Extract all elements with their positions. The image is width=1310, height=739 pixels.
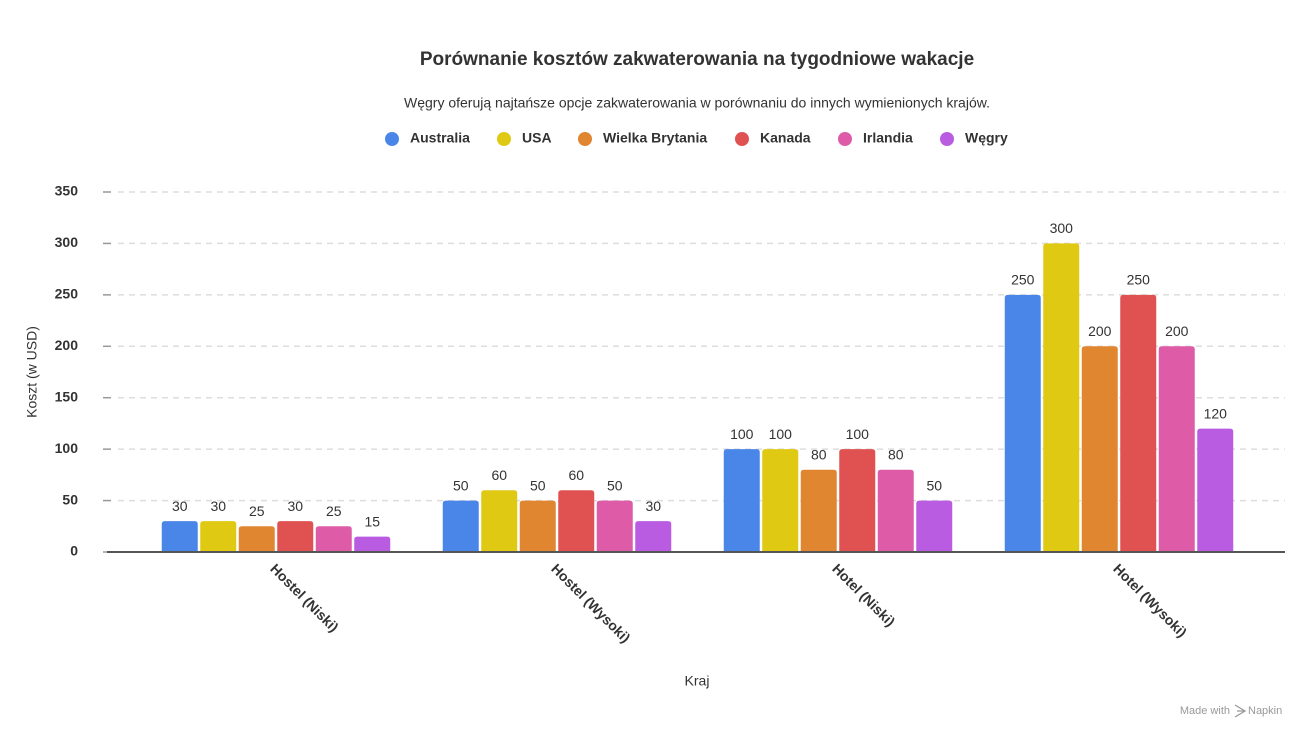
value-label: 30 [172, 498, 188, 514]
bar [238, 526, 275, 552]
value-label: 15 [364, 513, 380, 529]
legend-marker [578, 132, 592, 146]
value-label: 120 [1204, 405, 1228, 421]
bar [354, 536, 391, 552]
legend-label: USA [522, 130, 552, 146]
chart-title: Porównanie kosztów zakwaterowania na tyg… [420, 49, 974, 70]
bar [1197, 428, 1234, 552]
bar [762, 449, 799, 552]
value-label: 60 [568, 467, 584, 483]
value-label: 50 [607, 477, 623, 493]
footer-text: Made with [1180, 705, 1230, 717]
legend-marker [940, 132, 954, 146]
legend-label: Węgry [965, 130, 1008, 146]
value-label: 80 [811, 446, 827, 462]
legend-label: Kanada [760, 130, 811, 146]
value-label: 25 [326, 503, 342, 519]
bar [277, 521, 314, 552]
legend-marker [497, 132, 511, 146]
bar [1043, 243, 1080, 552]
y-tick-label: 0 [70, 543, 78, 559]
x-axis-title: Kraj [685, 673, 710, 689]
y-tick-label: 250 [55, 286, 79, 302]
bar [442, 500, 479, 552]
y-tick-label: 100 [55, 440, 79, 456]
legend-marker [735, 132, 749, 146]
bar [1158, 346, 1195, 552]
legend-label: Australia [410, 130, 470, 146]
y-tick-label: 150 [55, 388, 79, 404]
bar [315, 526, 352, 552]
footer-logo [1234, 704, 1247, 718]
value-label: 30 [287, 498, 303, 514]
value-label: 60 [491, 467, 507, 483]
bar [1004, 294, 1041, 552]
value-label: 200 [1088, 323, 1112, 339]
y-tick-label: 350 [55, 183, 79, 199]
value-label: 100 [769, 426, 793, 442]
x-tick-label: Hotel (Wysoki) [1110, 560, 1190, 640]
value-label: 100 [846, 426, 870, 442]
bar [1120, 294, 1157, 552]
bar [635, 521, 672, 552]
x-tick-label: Hostel (Niski) [267, 560, 342, 635]
value-label: 50 [530, 477, 546, 493]
y-tick-label: 300 [55, 234, 79, 250]
bar [596, 500, 633, 552]
bar [877, 469, 914, 552]
bar [723, 449, 760, 552]
value-label: 200 [1165, 323, 1189, 339]
y-tick-label: 50 [62, 491, 78, 507]
legend-label: Wielka Brytania [603, 130, 707, 146]
x-tick-label: Hostel (Wysoki) [548, 560, 633, 645]
value-label: 50 [926, 477, 942, 493]
value-label: 250 [1011, 272, 1035, 288]
value-label: 25 [249, 503, 265, 519]
value-label: 300 [1050, 220, 1074, 236]
bar [481, 490, 518, 552]
value-label: 250 [1127, 272, 1151, 288]
legend-label: Irlandia [863, 130, 913, 146]
bar [916, 500, 953, 552]
bar [558, 490, 595, 552]
bar [800, 469, 837, 552]
value-label: 100 [730, 426, 754, 442]
chart-subtitle: Węgry oferują najtańsze opcje zakwaterow… [404, 95, 990, 111]
value-label: 80 [888, 446, 904, 462]
bar [200, 521, 237, 552]
footer-brand: Napkin [1248, 705, 1282, 717]
y-axis-title: Koszt (w USD) [24, 326, 40, 418]
bar [519, 500, 556, 552]
y-tick-label: 200 [55, 337, 79, 353]
value-label: 30 [645, 498, 661, 514]
legend-marker [838, 132, 852, 146]
bar [839, 449, 876, 552]
value-label: 30 [210, 498, 226, 514]
value-label: 50 [453, 477, 469, 493]
x-tick-label: Hotel (Niski) [829, 560, 898, 629]
legend-marker [385, 132, 399, 146]
bar [161, 521, 198, 552]
bar [1081, 346, 1118, 552]
